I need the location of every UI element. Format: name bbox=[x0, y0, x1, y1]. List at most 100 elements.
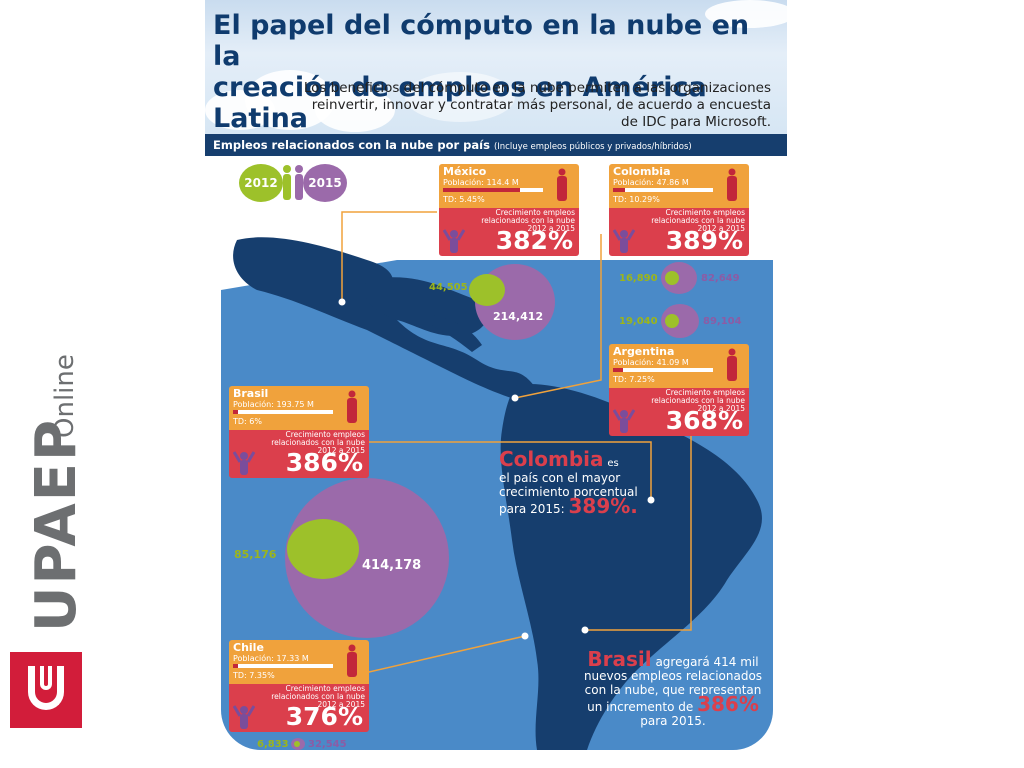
bubble-argentina-2012 bbox=[665, 314, 679, 328]
td-label: TD: 5.45% bbox=[443, 195, 485, 204]
section-bar: Empleos relacionados con la nube por paí… bbox=[205, 134, 787, 156]
country-name: México bbox=[443, 165, 487, 178]
td-label: TD: 7.25% bbox=[613, 375, 655, 384]
page-title: El papel del cómputo en la nube en la cr… bbox=[213, 10, 783, 134]
note-text: un incremento de bbox=[587, 700, 694, 714]
note-text: para 2015: bbox=[499, 502, 565, 516]
growth-description: Crecimiento empleos relacionados con la n… bbox=[481, 208, 575, 233]
card-brasil: Brasil Población: 193.75 M TD: 6% Crecim… bbox=[229, 386, 369, 478]
legend-2015: 2015 bbox=[303, 164, 347, 202]
person-body bbox=[295, 174, 303, 200]
population-bar-fill bbox=[613, 188, 625, 192]
card-top bbox=[439, 164, 579, 208]
brasil-jobs-2012: 85,176 bbox=[234, 548, 277, 561]
population-bar bbox=[233, 410, 333, 414]
legend-people-icon bbox=[283, 165, 303, 200]
map-mexico-shape bbox=[233, 237, 537, 400]
population-bar bbox=[233, 664, 333, 668]
person-body bbox=[283, 174, 291, 200]
population-label: Población: 17.33 M bbox=[233, 654, 309, 663]
card-top bbox=[229, 640, 369, 684]
growth-percentage: 389% bbox=[665, 226, 743, 255]
colombia-note-percentage: 389%. bbox=[568, 494, 638, 518]
growth-percentage: 376% bbox=[285, 702, 363, 731]
cloud-decoration bbox=[405, 72, 515, 122]
argentina-jobs-2015: 89,104 bbox=[703, 316, 742, 327]
growth-percentage: 386% bbox=[285, 448, 363, 477]
upaep-logo bbox=[10, 652, 82, 728]
brasil-jobs-2015: 414,178 bbox=[362, 558, 422, 573]
note-text: nuevos empleos relacionados bbox=[583, 669, 763, 683]
colombia-note-highlight: Colombia bbox=[499, 447, 604, 471]
argentina-jobs-2012: 19,040 bbox=[619, 316, 658, 327]
note-text: el país con el mayor bbox=[499, 471, 621, 485]
card-chile: Chile Población: 17.33 M TD: 7.35% Creci… bbox=[229, 640, 369, 732]
growth-percentage: 382% bbox=[495, 226, 573, 255]
population-bar bbox=[613, 368, 713, 372]
person-icon bbox=[347, 644, 357, 677]
map-landmass bbox=[364, 277, 488, 337]
growth-description: Crecimiento empleos relacionados con la n… bbox=[271, 430, 365, 455]
population-bar-fill bbox=[613, 368, 623, 372]
bubble-chile-2012 bbox=[294, 741, 300, 747]
population-label: Población: 47.86 M bbox=[613, 178, 689, 187]
note-text: con la nube, que representan bbox=[584, 683, 762, 697]
connector-lines bbox=[338, 211, 692, 673]
country-name: Chile bbox=[233, 641, 264, 654]
header-sky bbox=[205, 0, 787, 134]
card-top bbox=[229, 386, 369, 430]
cheering-person-icon bbox=[443, 229, 465, 253]
mexico-jobs-2012: 44,505 bbox=[429, 282, 468, 293]
legend-2012: 2012 bbox=[239, 164, 283, 202]
colombia-note: Colombia es el país con el mayor crecimi… bbox=[499, 449, 659, 518]
logo-u-inner-shape bbox=[40, 666, 52, 690]
connector-colombia bbox=[514, 234, 602, 399]
cloud-decoration bbox=[705, 0, 787, 28]
population-bar-fill bbox=[233, 410, 238, 414]
cheering-person-icon bbox=[613, 229, 635, 253]
infographic: El papel del cómputo en la nube en la cr… bbox=[205, 0, 787, 768]
subtitle-line: de IDC para Microsoft. bbox=[621, 114, 771, 130]
population-label: Población: 193.75 M bbox=[233, 400, 314, 409]
note-text: agregará 414 mil bbox=[655, 655, 759, 669]
population-bar-fill bbox=[443, 188, 520, 192]
connector-mexico bbox=[341, 211, 437, 302]
section-bar-label: Empleos relacionados con la nube por paí… bbox=[213, 138, 490, 152]
country-name: Colombia bbox=[613, 165, 671, 178]
note-text: para 2015. bbox=[640, 714, 706, 728]
person-icon bbox=[557, 168, 567, 201]
country-name: Argentina bbox=[613, 345, 675, 358]
card-top bbox=[609, 164, 749, 208]
growth-description: Crecimiento empleos relacionados con la n… bbox=[651, 208, 745, 233]
connector-argentina bbox=[585, 436, 692, 631]
population-bar bbox=[443, 188, 543, 192]
td-label: TD: 6% bbox=[233, 417, 262, 426]
cheering-person-icon bbox=[613, 409, 635, 433]
brasil-note-highlight: Brasil bbox=[587, 647, 652, 671]
growth-percentage: 368% bbox=[665, 406, 743, 435]
population-bar-fill bbox=[233, 664, 238, 668]
note-text: es bbox=[607, 458, 619, 469]
marker-chile bbox=[521, 632, 529, 640]
cheering-person-icon bbox=[233, 451, 255, 475]
population-bar bbox=[613, 188, 713, 192]
population-label: Población: 41.09 M bbox=[613, 358, 689, 367]
card-mexico: México Población: 114.4 M TD: 5.45% Crec… bbox=[439, 164, 579, 256]
country-name: Brasil bbox=[233, 387, 269, 400]
person-head bbox=[283, 165, 291, 173]
bubble-mexico-2012 bbox=[469, 274, 505, 306]
subtitle-line: Los beneficios del cómputo en la nube pe… bbox=[303, 80, 771, 96]
person-icon bbox=[347, 390, 357, 423]
td-label: TD: 10.29% bbox=[613, 195, 660, 204]
chile-jobs-2012: 6,833 bbox=[257, 739, 289, 750]
chile-jobs-2015: 32,545 bbox=[308, 739, 347, 750]
title-line: creación de empleos en América Latina bbox=[213, 72, 707, 134]
map-south-america-shape bbox=[500, 384, 762, 750]
person-head bbox=[295, 165, 303, 173]
cheering-person-icon bbox=[233, 705, 255, 729]
marker-argentina bbox=[581, 626, 589, 634]
colombia-jobs-2015: 82,649 bbox=[701, 273, 740, 284]
marker-mexico bbox=[338, 298, 346, 306]
colombia-jobs-2012: 16,890 bbox=[619, 273, 658, 284]
